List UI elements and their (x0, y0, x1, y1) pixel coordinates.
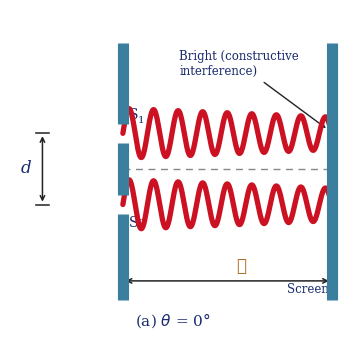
Text: S: S (129, 216, 139, 230)
Text: 1: 1 (138, 116, 145, 125)
Text: Screen: Screen (287, 283, 329, 296)
Text: ℓ: ℓ (236, 258, 246, 275)
Text: Bright (constructive
interference): Bright (constructive interference) (179, 50, 325, 127)
Text: 2: 2 (138, 219, 145, 229)
Text: (a) $\theta$ = 0$\degree$: (a) $\theta$ = 0$\degree$ (135, 311, 210, 329)
Text: d: d (21, 160, 31, 177)
Text: S: S (129, 108, 139, 122)
